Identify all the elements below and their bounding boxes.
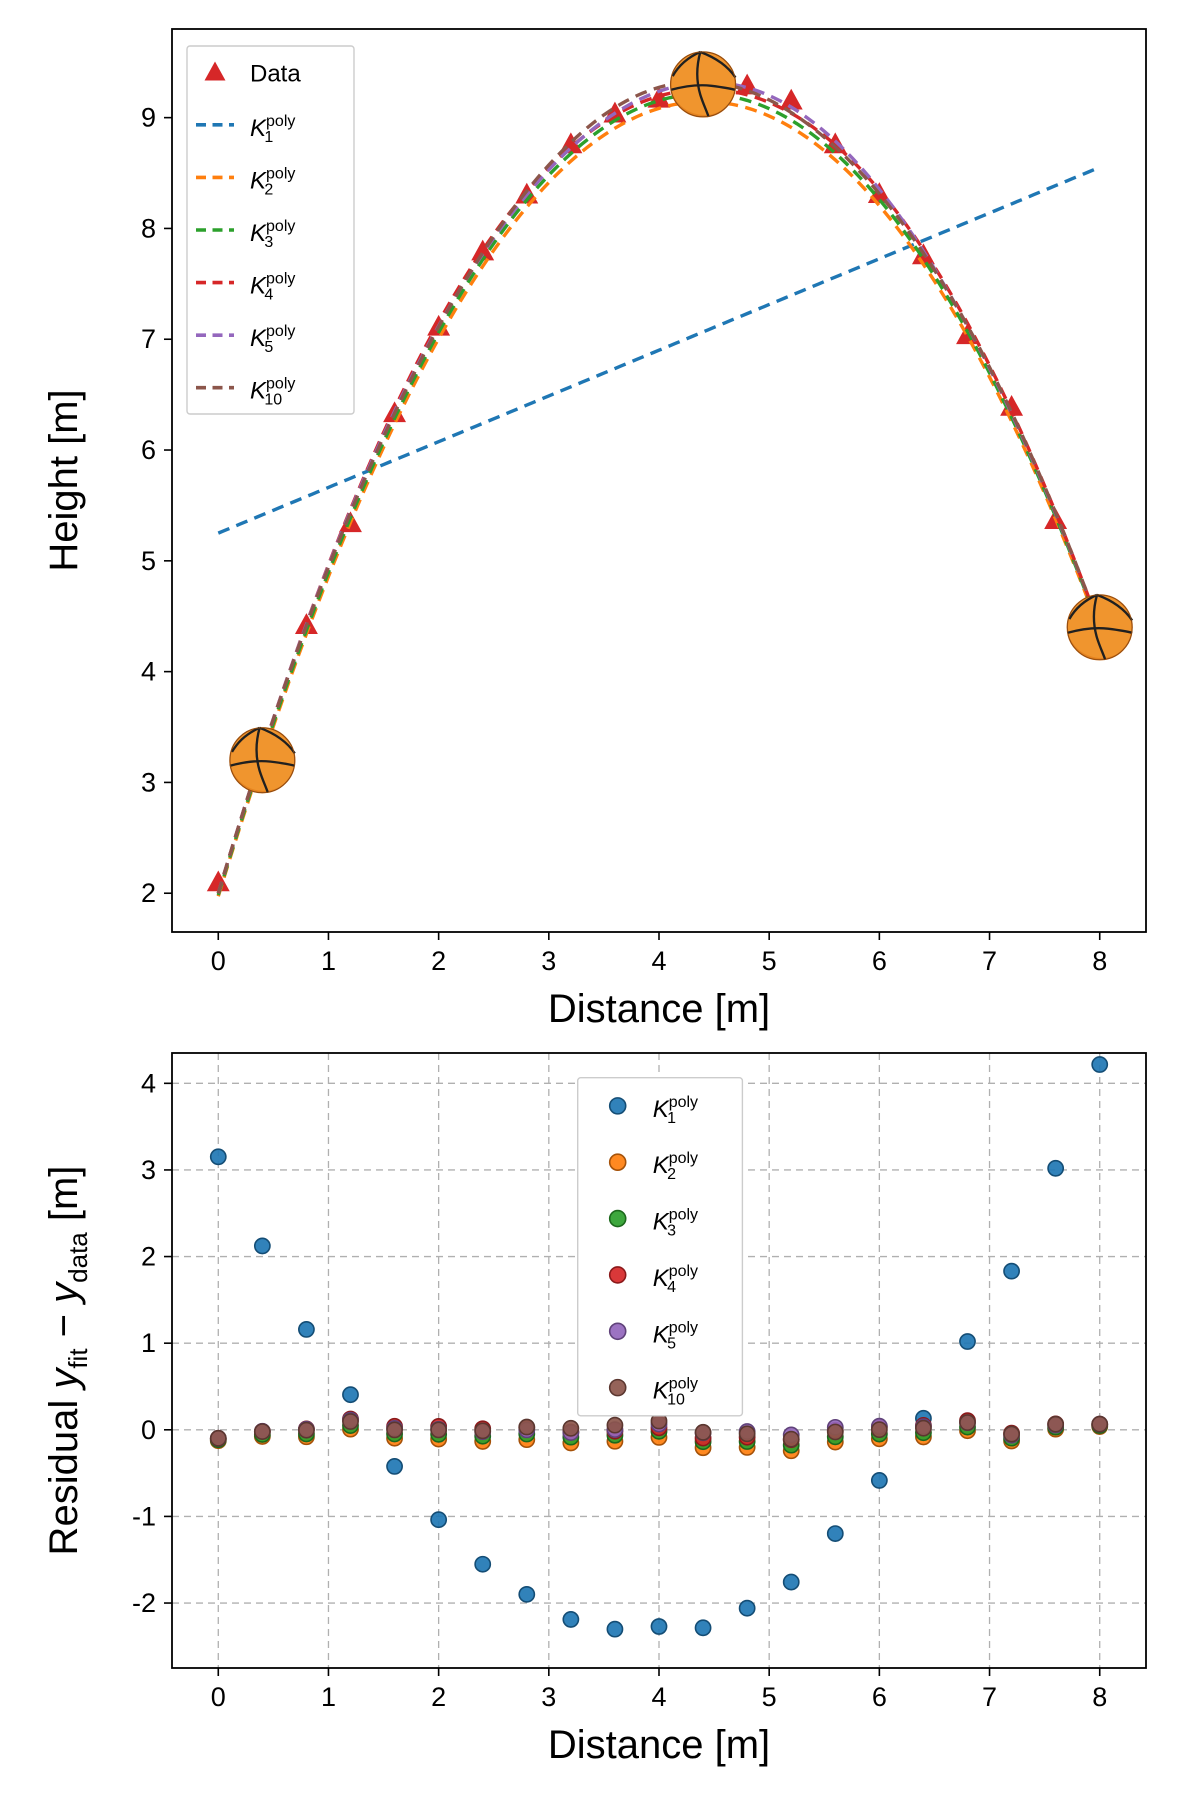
svg-text:3: 3 — [141, 1155, 156, 1185]
svg-text:5: 5 — [762, 1682, 777, 1712]
svg-text:8: 8 — [141, 213, 156, 243]
svg-text:8: 8 — [1092, 1682, 1107, 1712]
svg-text:4: 4 — [651, 946, 666, 976]
svg-text:4: 4 — [651, 1682, 666, 1712]
svg-text:7: 7 — [141, 324, 156, 354]
svg-text:-2: -2 — [132, 1588, 156, 1618]
svg-text:2: 2 — [431, 1682, 446, 1712]
svg-text:Distance [m]: Distance [m] — [548, 1723, 770, 1767]
svg-text:5: 5 — [762, 946, 777, 976]
svg-text:3: 3 — [141, 767, 156, 797]
svg-text:0: 0 — [211, 1682, 226, 1712]
svg-text:6: 6 — [141, 435, 156, 465]
svg-text:6: 6 — [872, 946, 887, 976]
svg-text:1: 1 — [141, 1328, 156, 1358]
svg-text:4: 4 — [141, 1068, 156, 1098]
svg-text:9: 9 — [141, 103, 156, 133]
svg-text:-1: -1 — [132, 1501, 156, 1531]
svg-text:3: 3 — [541, 946, 556, 976]
svg-text:7: 7 — [982, 1682, 997, 1712]
svg-text:2: 2 — [141, 1242, 156, 1272]
svg-text:3: 3 — [541, 1682, 556, 1712]
svg-text:4: 4 — [141, 657, 156, 687]
svg-text:7: 7 — [982, 946, 997, 976]
svg-text:Height [m]: Height [m] — [42, 389, 86, 571]
svg-text:8: 8 — [1092, 946, 1107, 976]
svg-text:Residual yfit − ydata [m]: Residual yfit − ydata [m] — [42, 1166, 93, 1556]
svg-text:1: 1 — [321, 946, 336, 976]
svg-text:6: 6 — [872, 1682, 887, 1712]
svg-text:Data: Data — [250, 60, 301, 87]
svg-text:0: 0 — [211, 946, 226, 976]
svg-text:2: 2 — [431, 946, 446, 976]
svg-text:5: 5 — [141, 546, 156, 576]
svg-text:Distance [m]: Distance [m] — [548, 987, 770, 1031]
svg-text:0: 0 — [141, 1415, 156, 1445]
svg-text:1: 1 — [321, 1682, 336, 1712]
svg-text:2: 2 — [141, 878, 156, 908]
